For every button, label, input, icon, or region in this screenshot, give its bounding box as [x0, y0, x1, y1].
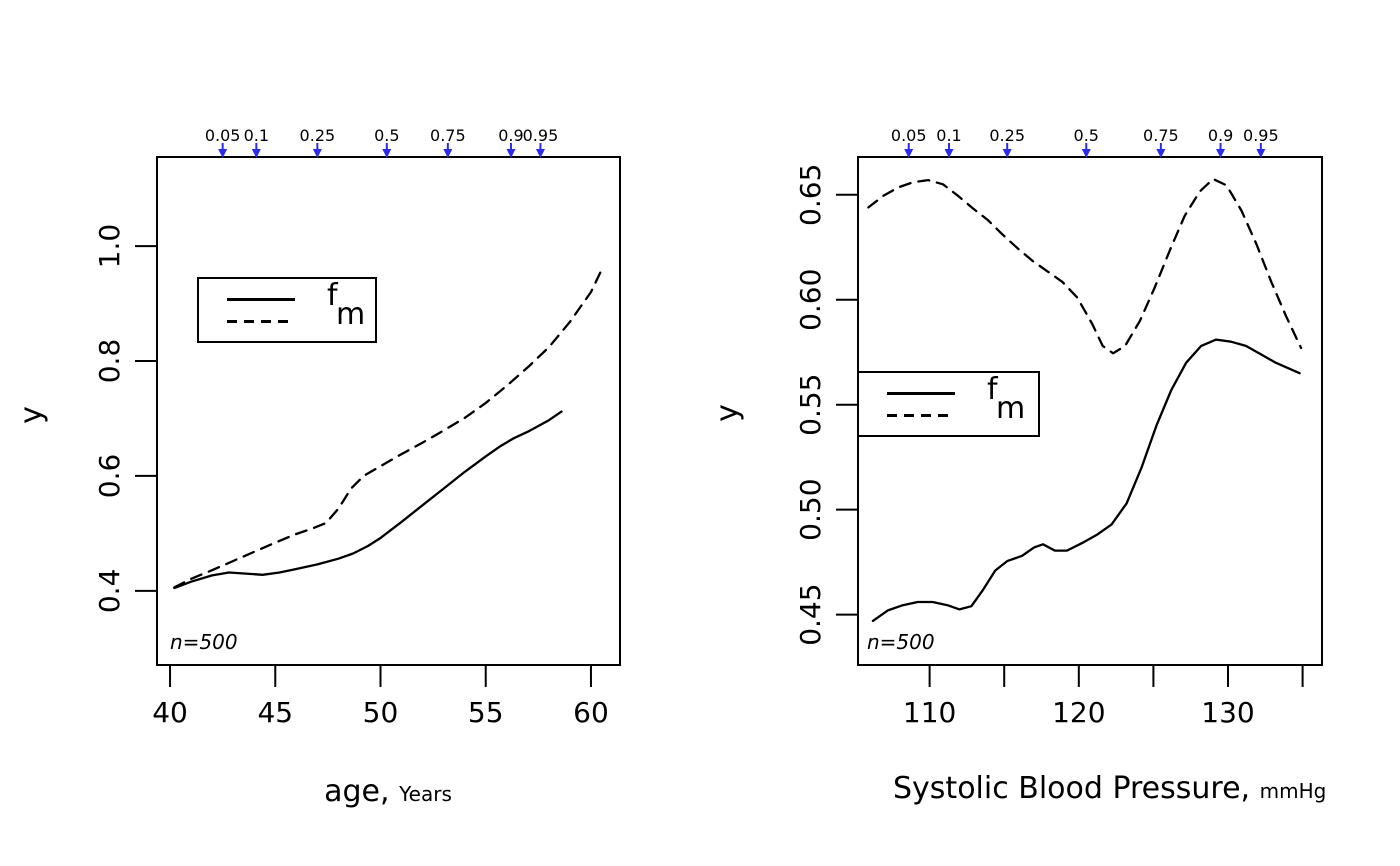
y-tick-label: 0.6	[93, 454, 126, 499]
right-x-axis-title-unit: mmHg	[1259, 779, 1327, 803]
x-tick-label: 110	[903, 696, 956, 729]
left-x-axis-title-main: age,	[324, 774, 390, 809]
right-sample-size-label: n=500	[867, 630, 935, 654]
quantile-label: 0.5	[374, 126, 399, 145]
quantile-arrow-head-icon	[251, 149, 261, 158]
left-legend-label-m: m	[336, 297, 366, 332]
curve-f	[871, 338, 1301, 623]
right-legend-label-f: f	[987, 372, 998, 407]
left-legend-solid-line-sample	[227, 298, 295, 301]
quantile-arrow-head-icon	[535, 149, 545, 158]
x-tick-label: 55	[468, 696, 504, 729]
left-x-axis-title-unit: Years	[399, 782, 452, 806]
age-plot: 40 45 50 55 60 0.4 0.6 0.8 1.0 0.05 0.1 0.25 0.5 0.75…	[93, 126, 621, 729]
quantile-label: 0.05	[205, 126, 241, 145]
x-tick-label: 40	[152, 696, 188, 729]
quantile-arrow-head-icon	[1256, 149, 1266, 158]
quantile-label: 0.75	[430, 126, 466, 145]
right-legend-dashed-line-sample	[887, 414, 955, 417]
y-tick-label: 0.55	[794, 374, 827, 436]
y-tick-label: 0.50	[794, 478, 827, 540]
quantile-label: 0.05	[891, 126, 927, 145]
left-x-axis-title: age, Years	[188, 776, 588, 810]
quantile-arrow-head-icon	[904, 149, 914, 158]
x-tick-label: 60	[573, 696, 609, 729]
quantile-label: 0.5	[1074, 126, 1099, 145]
right-legend-label-m: m	[996, 391, 1026, 426]
quantile-label: 0.95	[1243, 126, 1279, 145]
y-tick-label: 1.0	[93, 224, 126, 269]
quantile-arrow-head-icon	[944, 149, 954, 158]
quantile-arrow-head-icon	[312, 149, 322, 158]
y-tick-label: 0.8	[93, 339, 126, 384]
quantile-label: 0.9	[498, 126, 523, 145]
sbp-plot: 110 120 130 0.45 0.50 0.55 0.60 0.65 0.05 0.1 0.25…	[794, 126, 1323, 729]
quantile-arrow-head-icon	[218, 149, 228, 158]
x-tick-label: 130	[1201, 696, 1254, 729]
quantile-arrow-head-icon	[443, 149, 453, 158]
quantile-label: 0.25	[300, 126, 336, 145]
quantile-arrow-head-icon	[1002, 149, 1012, 158]
quantile-arrow-head-icon	[382, 149, 392, 158]
quantile-label: 0.25	[989, 126, 1025, 145]
x-tick-label: 120	[1052, 696, 1105, 729]
curve-m	[867, 177, 1303, 355]
quantile-arrow-head-icon	[1216, 149, 1226, 158]
left-legend-dashed-line-sample	[227, 320, 295, 323]
quantile-arrow-head-icon	[1081, 149, 1091, 158]
right-x-axis-title-main: Systolic Blood Pressure,	[893, 771, 1251, 806]
quantile-label: 0.9	[1208, 126, 1233, 145]
left-legend-label-f: f	[327, 278, 338, 313]
quantile-label: 0.1	[936, 126, 961, 145]
curve-m	[173, 264, 605, 589]
quantile-label: 0.95	[523, 126, 559, 145]
quantile-arrow-head-icon	[506, 149, 516, 158]
quantile-arrow-head-icon	[1156, 149, 1166, 158]
right-x-axis-title: Systolic Blood Pressure, mmHg	[893, 771, 1326, 807]
left-sample-size-label: n=500	[170, 630, 238, 654]
right-legend: f m	[857, 371, 1040, 437]
left-legend: f m	[197, 277, 377, 343]
y-tick-label: 0.45	[794, 583, 827, 645]
quantile-label: 0.75	[1143, 126, 1179, 145]
y-tick-label: 0.4	[93, 569, 126, 614]
quantile-label: 0.1	[244, 126, 269, 145]
y-tick-label: 0.60	[794, 269, 827, 331]
left-y-axis-title: y	[14, 406, 49, 424]
plot-box	[156, 156, 621, 666]
curve-f	[173, 410, 563, 590]
right-legend-solid-line-sample	[887, 392, 955, 395]
y-tick-label: 0.65	[794, 164, 827, 226]
x-tick-label: 45	[257, 696, 293, 729]
right-y-axis-title: y	[710, 404, 745, 422]
x-tick-label: 50	[363, 696, 399, 729]
